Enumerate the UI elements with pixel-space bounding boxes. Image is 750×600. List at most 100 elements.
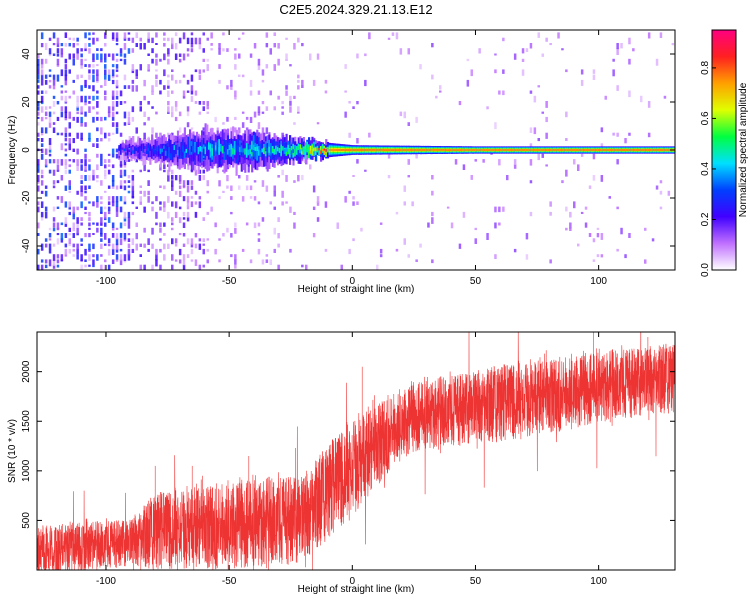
- noise-cell: [37, 122, 40, 126]
- noise-cell: [72, 138, 75, 144]
- noise-cell: [52, 111, 56, 115]
- signal-cell: [199, 145, 202, 152]
- noise-cell: [245, 127, 249, 133]
- noise-cell: [123, 111, 127, 119]
- noise-cell: [80, 48, 83, 52]
- noise-cell: [52, 53, 56, 56]
- noise-cell: [131, 37, 135, 43]
- signal-cell: [633, 149, 637, 151]
- noise-cell: [167, 58, 170, 65]
- noise-cell: [84, 264, 87, 268]
- noise-cell: [616, 206, 619, 210]
- noise-cell: [44, 190, 48, 197]
- noise-cell: [123, 53, 127, 58]
- signal-cell: [339, 149, 342, 151]
- noise-cell: [289, 248, 292, 253]
- signal-cell: [302, 146, 305, 150]
- signal-cell: [187, 149, 190, 154]
- signal-cell: [140, 144, 143, 149]
- noise-cell: [608, 196, 611, 199]
- noise-cell: [88, 164, 91, 171]
- noise-cell: [249, 53, 253, 58]
- noise-cell: [533, 95, 537, 103]
- noise-cell: [37, 201, 40, 206]
- noise-cell: [44, 238, 48, 242]
- signal-cell: [463, 149, 466, 151]
- noise-cell: [72, 227, 75, 232]
- noise-cell: [265, 64, 269, 69]
- signal-cell: [587, 149, 590, 151]
- noise-cell: [127, 116, 131, 124]
- noise-cell: [136, 270, 139, 275]
- noise-cell: [139, 43, 142, 50]
- noise-cell: [257, 90, 261, 95]
- signal-cell: [271, 148, 274, 152]
- noise-cell: [194, 211, 198, 218]
- noise-cell: [261, 111, 265, 114]
- signal-cell: [385, 149, 388, 151]
- noise-cell: [44, 90, 48, 94]
- noise-cell: [111, 74, 115, 79]
- noise-cell: [84, 122, 87, 127]
- noise-cell: [226, 175, 229, 182]
- noise-cell: [151, 227, 154, 235]
- signal-cell: [287, 146, 290, 154]
- noise-cell: [52, 169, 56, 176]
- signal-cell: [121, 147, 124, 150]
- signal-cell: [263, 147, 266, 155]
- signal-cell: [118, 145, 121, 151]
- noise-cell: [76, 74, 79, 80]
- noise-cell: [44, 259, 48, 264]
- noise-cell: [285, 175, 288, 182]
- noise-cell: [238, 185, 241, 190]
- noise-cell: [40, 32, 44, 40]
- noise-cell: [557, 32, 560, 39]
- noise-cell: [115, 64, 119, 69]
- noise-cell: [48, 122, 52, 128]
- noise-cell: [92, 222, 95, 225]
- signal-cell: [513, 149, 516, 151]
- noise-cell: [64, 222, 68, 227]
- signal-cell: [361, 149, 364, 151]
- noise-cell: [458, 243, 462, 249]
- noise-cell: [56, 159, 60, 164]
- signal-cell: [118, 148, 121, 151]
- signal-cell: [640, 149, 643, 151]
- noise-cell: [76, 116, 79, 123]
- noise-cell: [115, 79, 119, 87]
- noise-cell: [301, 264, 304, 268]
- noise-cell: [100, 243, 103, 249]
- noise-cell: [72, 217, 75, 220]
- noise-cell: [151, 48, 154, 54]
- noise-cell: [281, 169, 284, 176]
- noise-cell: [269, 48, 272, 55]
- noise-cell: [127, 37, 131, 41]
- noise-cell: [297, 74, 300, 79]
- colorbar: 0.00.20.40.60.8 Normalized spectral ampl…: [700, 29, 749, 277]
- noise-cell: [92, 175, 95, 181]
- noise-cell: [257, 58, 261, 66]
- noise-cell: [104, 74, 107, 80]
- signal-cell: [252, 144, 255, 150]
- signal-cell: [642, 149, 645, 151]
- signal-cell: [573, 149, 576, 151]
- noise-cell: [241, 196, 245, 202]
- noise-cell: [64, 185, 68, 191]
- noise-cell: [159, 185, 162, 188]
- noise-cell: [115, 254, 119, 260]
- noise-cell: [155, 211, 158, 219]
- noise-cell: [159, 227, 162, 233]
- noise-cell: [190, 95, 194, 102]
- signal-cell: [254, 146, 257, 160]
- noise-cell: [261, 79, 265, 83]
- noise-cell: [502, 206, 505, 212]
- noise-cell: [253, 111, 257, 118]
- noise-cell: [241, 122, 245, 128]
- noise-cell: [80, 217, 83, 221]
- noise-cell: [96, 79, 99, 83]
- noise-cell: [159, 270, 162, 276]
- noise-cell: [72, 243, 75, 248]
- noise-cell: [202, 69, 205, 73]
- signal-cell: [594, 149, 597, 151]
- noise-cell: [462, 211, 466, 218]
